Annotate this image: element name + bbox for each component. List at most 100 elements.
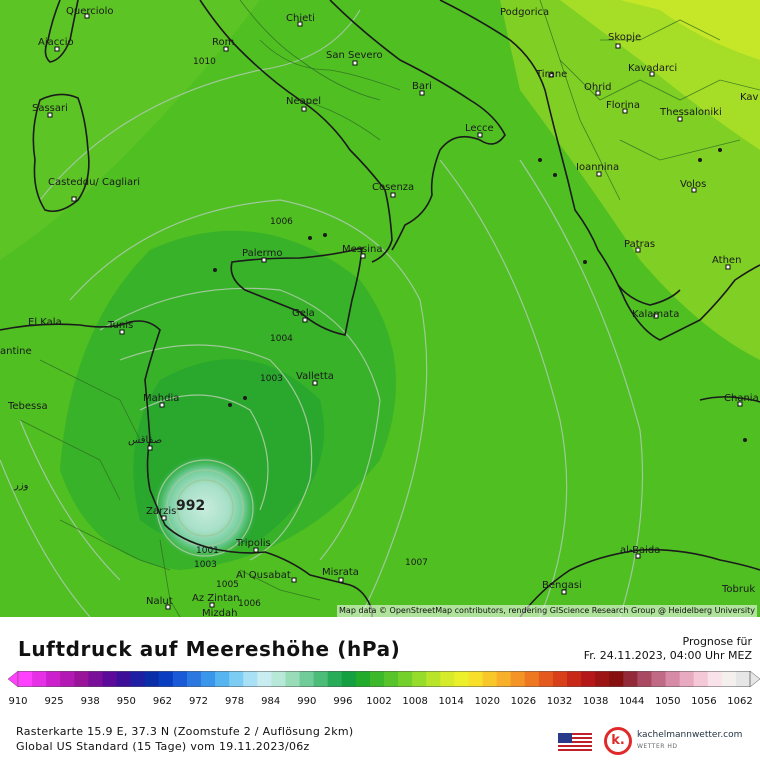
colorbar-tick-label: 910: [8, 696, 28, 707]
city-label-tunis: Tunis: [107, 320, 133, 331]
colorbar-segment: [257, 671, 272, 687]
colorbar-segment: [735, 671, 751, 687]
isobar-label: 1005: [216, 580, 239, 590]
city-marker: [548, 72, 554, 78]
island-dot: [243, 396, 247, 400]
brand-name: kachelmannwetter.com: [637, 730, 743, 740]
coast-balkans-greece: [439, 0, 760, 341]
colorbar-segment: [426, 671, 441, 687]
colorbar-tick-label: 1062: [727, 696, 753, 707]
city-label-lecce: Lecce: [465, 123, 494, 134]
city-marker: [161, 515, 167, 521]
colorbar-segment: [144, 671, 160, 687]
border-line: [239, 0, 381, 101]
border-line: [619, 139, 741, 161]
colorbar-segment: [130, 671, 146, 687]
pressure-map[interactable]: Querciolo Ajaccio Chieti Podgorica Skopj…: [0, 0, 760, 617]
colorbar-tick-label: 938: [80, 696, 100, 707]
city-marker: [147, 445, 153, 451]
city-marker: [635, 553, 641, 559]
colorbar-segment: [707, 671, 723, 687]
colorbar-tick-label: 1002: [366, 696, 392, 707]
city-label-mizdah: Mizdah: [202, 608, 237, 617]
isobar-line: [39, 9, 361, 201]
city-marker: [301, 106, 307, 112]
isobar-label: 1007: [405, 558, 428, 568]
colorbar-ticks: 910 925 938 950 962 972 978 984 990 996 1002 1008 10…: [8, 696, 758, 710]
city-marker: [622, 108, 628, 114]
colorbar-segment: [215, 671, 230, 687]
kachelmann-logo-icon[interactable]: k.: [604, 727, 632, 755]
city-label-volos: Volos: [680, 179, 706, 190]
city-label-az-zintan: Az Zintan: [192, 593, 240, 604]
legend-panel: Luftdruck auf Meereshöhe (hPa) Prognose …: [0, 617, 760, 760]
city-label-cosenza: Cosenza: [372, 182, 414, 193]
island-dot: [583, 260, 587, 264]
city-label-neapel: Neapel: [286, 96, 321, 107]
admin-borders: [19, 0, 760, 617]
city-marker: [653, 313, 659, 319]
colorbar-segment: [102, 671, 117, 687]
colorbar-tick-label: 962: [152, 696, 172, 707]
colorbar-segment: [355, 671, 371, 687]
city-label-rom: Rom: [212, 37, 234, 48]
isobar-line: [19, 419, 121, 581]
coast-north-africa: [0, 320, 373, 617]
colorbar-tick-label: 1020: [474, 696, 501, 707]
island-dot: [698, 158, 702, 162]
city-marker: [596, 171, 602, 177]
coast-sardinia: [32, 93, 90, 213]
colorbar-segment: [74, 671, 89, 687]
colorbar-segment: [60, 671, 75, 687]
city-label-tobruk: Tobruk: [721, 584, 755, 595]
colorbar-segment: [172, 671, 188, 687]
border-line: [59, 519, 171, 571]
city-marker: [165, 604, 171, 610]
coast-italy-west: [199, 0, 393, 263]
city-label-al-qusabat: Al Qusabat: [236, 570, 291, 581]
colorbar-arrow-right: [749, 671, 760, 687]
city-marker: [297, 21, 303, 27]
forecast-label: Prognose für: [682, 635, 753, 648]
city-markers: [47, 13, 743, 610]
isobar-label: 1006: [238, 599, 261, 609]
island-dot: [213, 268, 217, 272]
city-label-misrata: Misrata: [322, 567, 359, 578]
colorbar-segment: [32, 671, 47, 687]
city-label-al-baida: al-Baida: [620, 545, 660, 556]
isobar-line: [176, 479, 234, 537]
us-flag-icon[interactable]: [558, 733, 592, 751]
pressure-field-west: [0, 0, 260, 260]
isobar-label: 1006: [270, 217, 293, 227]
model-run-info: Global US Standard (15 Tage) vom 19.11.2…: [16, 740, 310, 753]
brand-text[interactable]: kachelmannwetter.com WETTER HD: [637, 730, 742, 752]
city-label-san-severo: San Severo: [326, 50, 383, 61]
city-label-kalamata: Kalamata: [632, 309, 679, 320]
isobar-label: 1003: [260, 374, 283, 384]
city-label-patras: Patras: [624, 239, 655, 250]
colorbar-segment: [623, 671, 638, 687]
city-label-kavadarci: Kavadarci: [628, 63, 677, 74]
colorbar-segment: [158, 671, 174, 687]
colorbar-tick-label: 1038: [582, 696, 609, 707]
map-attribution[interactable]: Map data © OpenStreetMap contributors, r…: [337, 605, 757, 617]
coast-italy-east: [329, 0, 506, 251]
colorbar-tick-label: 1050: [655, 696, 681, 707]
colorbar-segment: [440, 671, 455, 687]
colorbar-segment: [116, 671, 132, 687]
colorbar-segment: [721, 671, 737, 687]
city-label-florina: Florina: [606, 100, 640, 111]
cyclone-center: [153, 456, 257, 560]
island-dot: [718, 148, 722, 152]
colorbar-segment: [595, 671, 610, 687]
city-label-querciolo: Querciolo: [66, 6, 114, 17]
city-marker: [84, 13, 90, 19]
colorbar-segment: [229, 671, 244, 687]
colorbar-tick-label: 1026: [510, 696, 537, 707]
city-marker: [737, 401, 743, 407]
city-marker: [691, 187, 697, 193]
city-label-messina: Messina: [342, 244, 382, 255]
colorbar-segment: [637, 671, 652, 687]
colorbar-segment: [412, 671, 427, 687]
colorbar-segment: [454, 671, 469, 687]
